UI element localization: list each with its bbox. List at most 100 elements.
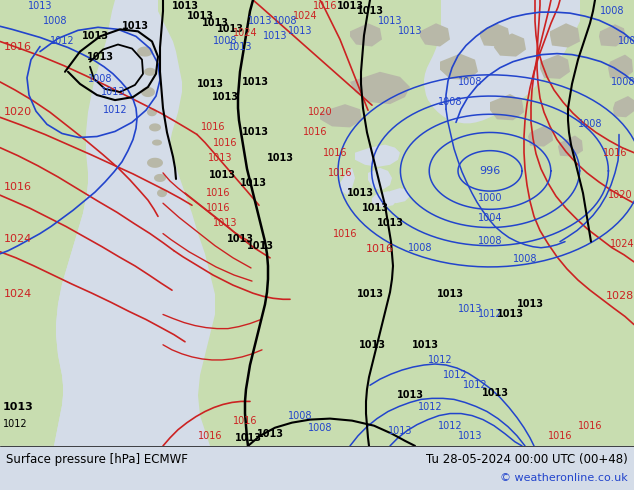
Text: 1013: 1013 [388,426,412,436]
Text: 1013: 1013 [86,51,113,62]
Polygon shape [424,0,580,123]
Polygon shape [0,0,118,446]
Polygon shape [340,168,355,195]
Text: 1016: 1016 [313,1,337,11]
Text: 1024: 1024 [4,289,32,299]
Polygon shape [147,108,157,116]
Text: 1012: 1012 [49,36,74,47]
Polygon shape [480,23,510,47]
Polygon shape [157,189,167,197]
Text: 1008: 1008 [42,16,67,26]
Text: 1013: 1013 [288,26,313,36]
Text: Surface pressure [hPa] ECMWF: Surface pressure [hPa] ECMWF [6,453,188,466]
Text: 1013: 1013 [235,433,261,443]
Text: 1016: 1016 [578,421,602,431]
Text: © weatheronline.co.uk: © weatheronline.co.uk [500,473,628,483]
Text: 1012: 1012 [103,105,127,115]
Text: 1016: 1016 [603,147,627,158]
Text: 1028: 1028 [606,291,634,301]
Polygon shape [147,158,163,168]
Text: 1008: 1008 [578,120,602,129]
Text: 1016: 1016 [206,203,230,213]
Text: Tu 28-05-2024 00:00 UTC (00+48): Tu 28-05-2024 00:00 UTC (00+48) [426,453,628,466]
Text: 1013: 1013 [101,87,126,97]
Text: 1016: 1016 [366,244,394,254]
Text: 1016: 1016 [4,182,32,192]
Text: 1016: 1016 [303,127,327,138]
Polygon shape [137,47,153,57]
Polygon shape [599,24,626,47]
Text: 1008: 1008 [611,77,634,87]
Polygon shape [608,54,633,79]
Text: 1016: 1016 [233,416,257,426]
Text: 1012: 1012 [428,355,452,365]
Text: 1016: 1016 [201,122,225,132]
Text: 1024: 1024 [293,11,317,21]
Polygon shape [490,94,524,121]
Text: 1020: 1020 [4,107,32,117]
Polygon shape [320,104,362,127]
Text: 1008: 1008 [87,74,112,84]
Text: 1013: 1013 [396,391,424,400]
Text: 1008: 1008 [273,16,297,26]
Text: 1020: 1020 [607,190,632,200]
Text: 1008: 1008 [288,411,313,420]
Text: 1013: 1013 [517,299,543,309]
Text: 1013: 1013 [458,431,482,441]
Text: 1013: 1013 [209,170,235,180]
Text: 1013: 1013 [28,1,52,11]
Text: 1013: 1013 [361,203,389,213]
Text: 1013: 1013 [212,92,238,102]
Text: 1013: 1013 [481,388,508,398]
Text: 1013: 1013 [240,178,266,188]
Text: 1008: 1008 [478,236,502,245]
Text: 1000: 1000 [478,193,502,203]
Polygon shape [144,68,156,76]
Text: 1013: 1013 [248,16,272,26]
Polygon shape [368,168,392,190]
Text: 1008: 1008 [408,243,432,253]
Text: 1013: 1013 [377,219,403,228]
Text: 1013: 1013 [257,429,283,439]
Text: 1016: 1016 [206,188,230,198]
Polygon shape [372,191,398,207]
Text: 1012: 1012 [443,370,467,380]
Text: 1013: 1013 [247,241,273,251]
Text: 1008: 1008 [213,36,237,47]
Text: 1012: 1012 [463,380,488,390]
Text: 1016: 1016 [333,228,357,239]
Text: 1012: 1012 [3,418,27,429]
Text: 1013: 1013 [398,26,422,36]
Text: 1013: 1013 [358,340,385,350]
Text: 1013: 1013 [356,6,384,16]
Text: 1013: 1013 [262,31,287,41]
Text: 1008: 1008 [307,423,332,433]
Text: 1013: 1013 [496,310,524,319]
Text: 1013: 1013 [266,153,294,163]
Polygon shape [350,72,410,104]
Text: 1013: 1013 [202,18,228,28]
Polygon shape [550,23,580,48]
Text: 1008: 1008 [513,254,537,264]
Polygon shape [613,96,634,117]
Text: 1013: 1013 [337,1,363,11]
Polygon shape [104,0,182,446]
Text: 1013: 1013 [3,402,34,413]
Polygon shape [149,123,161,131]
Polygon shape [440,53,478,80]
Text: 1008: 1008 [437,97,462,107]
Polygon shape [528,125,553,147]
Polygon shape [355,145,400,167]
Text: 1013: 1013 [411,340,439,350]
Text: 1012: 1012 [418,402,443,413]
Text: 1013: 1013 [347,188,373,198]
Text: 1024: 1024 [4,234,32,244]
Text: 1013: 1013 [242,127,269,138]
Text: 1013: 1013 [82,31,108,41]
Text: 1013: 1013 [378,16,402,26]
Text: 1016: 1016 [328,168,353,178]
Text: 1016: 1016 [213,138,237,147]
Text: 1024: 1024 [233,28,257,38]
Text: 1013: 1013 [228,42,252,51]
Text: 1016: 1016 [198,431,223,441]
